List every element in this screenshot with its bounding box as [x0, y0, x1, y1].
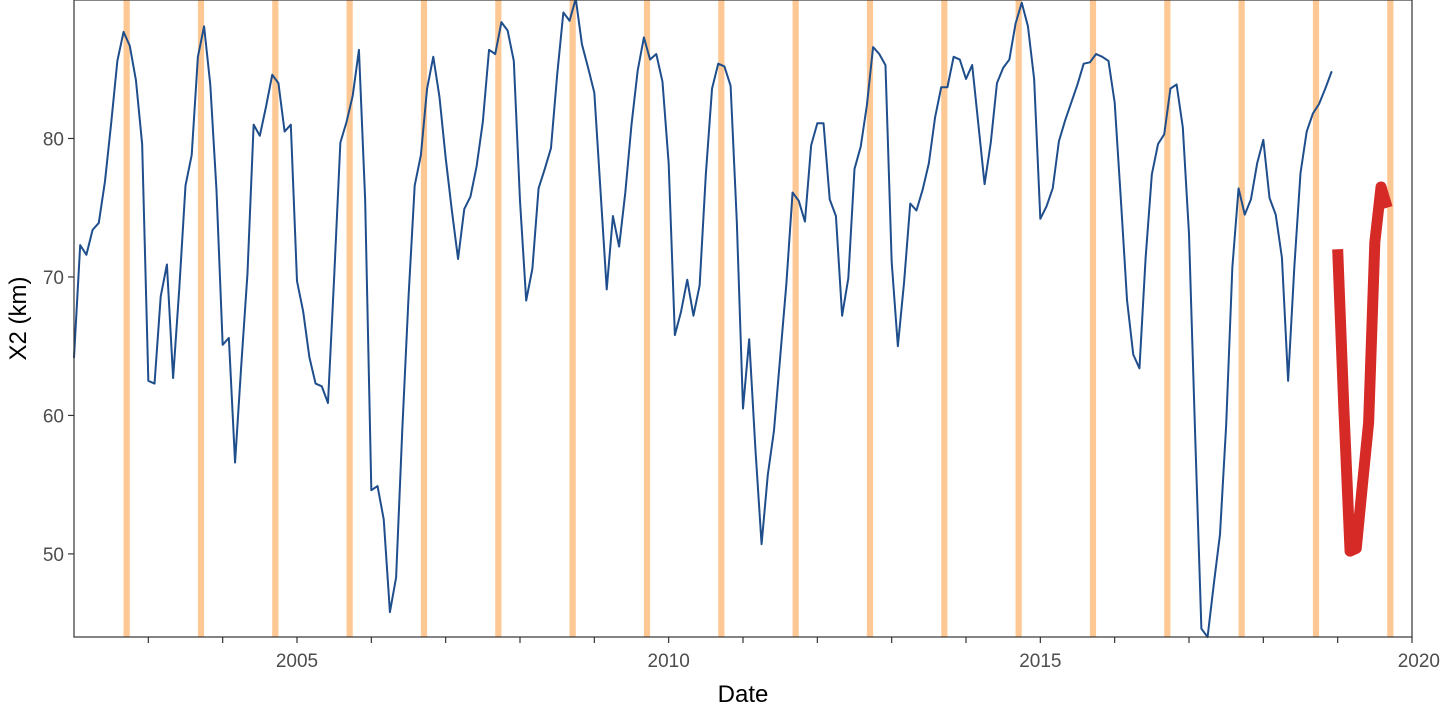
highlight-band-3: [272, 0, 279, 637]
x-axis-title: Date: [718, 681, 769, 708]
highlight-band-11: [866, 0, 874, 637]
y-tick-label: 80: [43, 129, 64, 150]
highlight-band-15: [1164, 0, 1171, 637]
highlight-band-10: [792, 0, 799, 637]
highlight-band-13: [1015, 0, 1022, 637]
highlight-band-18: [1387, 0, 1394, 637]
highlight-band-8: [643, 0, 651, 637]
highlight-band-2: [197, 0, 205, 637]
series-layer: [73, 0, 1393, 638]
x-axis: 2005 2010 2015 2020: [147, 637, 1440, 672]
highlight-bands: [123, 0, 1394, 637]
y-tick-label: 70: [43, 268, 64, 289]
series-line-1: [73, 0, 1333, 638]
highlight-band-16: [1238, 0, 1245, 637]
x-tick-label: 2015: [1019, 651, 1061, 672]
y-axis: 50 60 70 80: [43, 129, 74, 566]
highlight-band-9: [718, 0, 725, 637]
y-tick-label: 60: [43, 406, 64, 427]
y-axis-title: X2 (km): [5, 277, 32, 361]
highlight-band-17: [1312, 0, 1320, 637]
highlight-band-12: [941, 0, 948, 637]
highlight-band-1: [123, 0, 130, 637]
x-tick-label: 2020: [1398, 651, 1440, 672]
highlight-band-5: [420, 0, 428, 637]
highlight-band-14: [1089, 0, 1097, 637]
highlight-band-4: [346, 0, 353, 637]
x-tick-label: 2005: [276, 651, 318, 672]
highlight-band-6: [495, 0, 502, 637]
series-line-2: [1332, 181, 1393, 557]
x-tick-label: 2010: [648, 651, 690, 672]
highlight-band-7: [569, 0, 576, 637]
y-tick-label: 50: [43, 545, 64, 566]
